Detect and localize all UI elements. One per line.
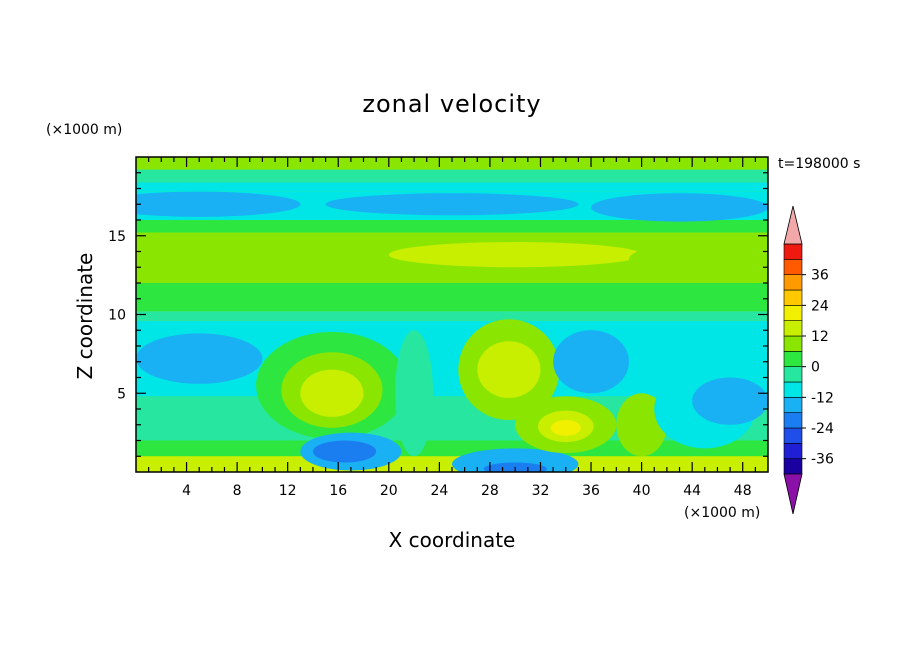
field-feature (388, 242, 642, 268)
field-feature (136, 191, 301, 217)
x-tick-label: 16 (329, 483, 347, 499)
colorbar-swatch (783, 351, 803, 367)
field-feature (553, 330, 629, 394)
field-band (136, 456, 768, 472)
field-feature (628, 243, 756, 276)
x-tick-label: 8 (233, 483, 242, 499)
x-tick-label: 48 (734, 483, 752, 499)
x-tick-label: 44 (683, 483, 701, 499)
field-feature (161, 347, 200, 364)
colorbar-swatch (783, 274, 803, 291)
colorbar-label: 12 (811, 329, 829, 345)
colorbar-swatch (783, 305, 803, 321)
colorbar-labels: 36 24 12 0 -12 -24 -36 (811, 268, 834, 468)
x-tick-labels: 4 8 12 16 20 24 28 32 36 40 44 48 (182, 483, 752, 499)
y-unit-label: (×1000 m) (46, 122, 122, 138)
colorbar-label: 24 (811, 298, 829, 314)
field-feature (136, 333, 263, 384)
field-band (136, 220, 768, 233)
colorbar-swatch (783, 335, 803, 352)
field-band (136, 182, 768, 192)
x-unit-label: (×1000 m) (684, 505, 760, 521)
y-tick-label: 5 (117, 386, 126, 402)
x-tick-label: 20 (380, 483, 398, 499)
x-axis-label: X coordinate (389, 528, 516, 552)
field-band (136, 169, 768, 183)
field-feature (692, 377, 768, 425)
y-tick-label: 15 (108, 229, 126, 245)
colorbar-label: 36 (811, 268, 829, 284)
colorbar-swatch (783, 412, 803, 429)
colorbar-swatch (783, 381, 803, 398)
colorbar-label: 0 (811, 360, 820, 376)
colorbar-label: -24 (811, 421, 834, 437)
colorbar-swatch (783, 243, 803, 260)
x-tick-label: 12 (279, 483, 297, 499)
field-feature (312, 440, 377, 463)
colorbar-swatch (783, 320, 803, 337)
x-tick-label: 28 (481, 483, 499, 499)
colorbar-swatch (783, 458, 803, 475)
axis-ticks (136, 157, 768, 472)
colorbar-label: -36 (811, 452, 834, 468)
y-axis-label: Z coordinate (73, 253, 97, 380)
colorbar-label: -12 (811, 390, 834, 406)
field-feature (550, 420, 581, 436)
field-feature (591, 193, 768, 222)
colorbar (783, 205, 806, 515)
field-feature (325, 193, 579, 216)
colorbar-swatch (783, 366, 803, 383)
x-tick-label: 40 (633, 483, 651, 499)
field-band (136, 283, 768, 312)
colorbar-over-arrow (783, 205, 803, 245)
colorbar-swatch (783, 259, 803, 275)
colorbar-swatch (783, 397, 803, 413)
time-label: t=198000 s (778, 156, 860, 172)
x-tick-label: 36 (582, 483, 600, 499)
y-tick-label: 10 (108, 308, 126, 324)
field-feature (477, 341, 541, 398)
y-tick-labels: 5 10 15 (108, 229, 126, 403)
x-tick-label: 4 (182, 483, 191, 499)
field-feature (315, 380, 349, 406)
colorbar-swatch (783, 427, 803, 444)
x-tick-label: 32 (532, 483, 550, 499)
x-tick-label: 24 (430, 483, 448, 499)
colorbar-under-arrow (783, 473, 803, 515)
field-feature (395, 330, 434, 457)
colorbar-swatch (783, 289, 803, 306)
chart-title: zonal velocity (362, 90, 541, 118)
field-feature (616, 393, 667, 457)
field-feature (452, 448, 579, 472)
field-band (136, 440, 768, 457)
velocity-field (136, 157, 768, 472)
field-band (136, 311, 768, 321)
colorbar-swatch (783, 443, 803, 459)
